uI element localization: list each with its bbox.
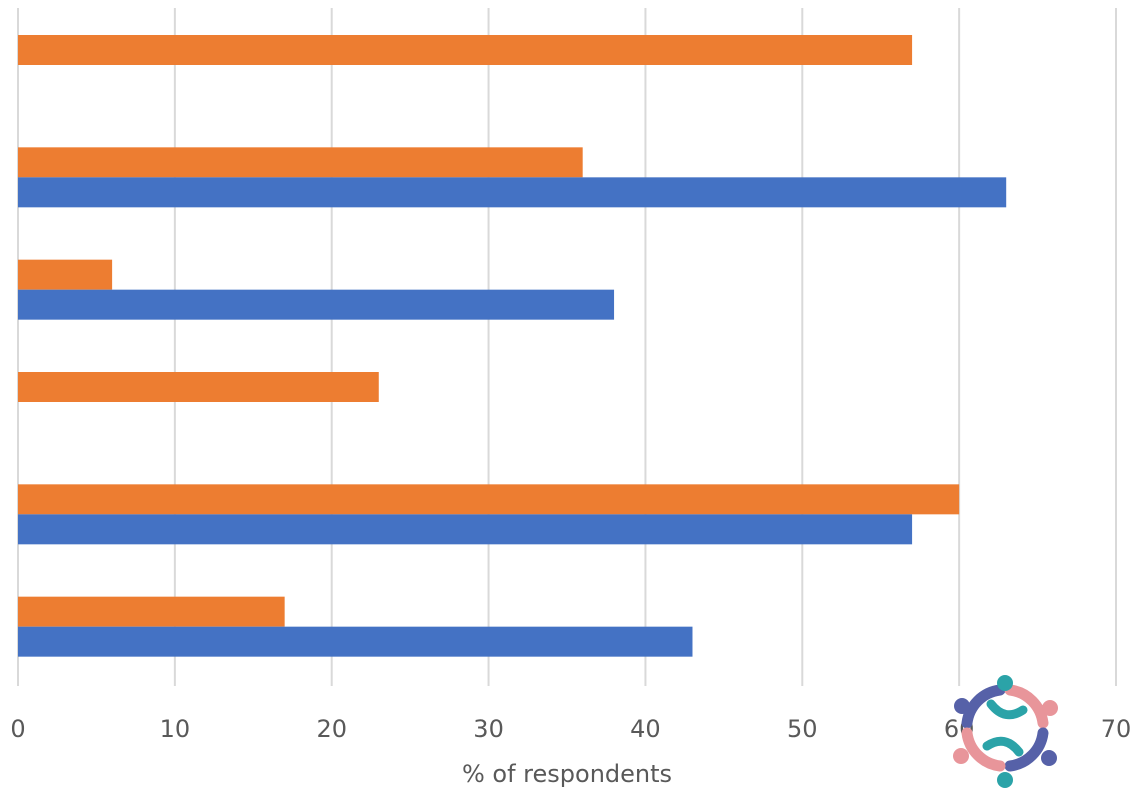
bar-series2-row6: [18, 626, 693, 657]
bar-series1-row2: [18, 147, 583, 178]
people-circle-logo-icon: [953, 675, 1058, 788]
bar-series2-row2: [18, 177, 1007, 208]
bar-series1-row5: [18, 484, 960, 515]
x-tick-labels: 0 10 20 30 40 50 60 70: [10, 715, 1131, 743]
gridlines: [17, 8, 1117, 686]
bar-series2-row5: [18, 514, 913, 545]
x-tick-label-7: 70: [1101, 715, 1132, 743]
bar-series2-row3: [18, 289, 615, 320]
bar-series1-row1: [18, 35, 913, 65]
x-tick-label-5: 50: [787, 715, 818, 743]
x-tick-label-3: 30: [473, 715, 504, 743]
bar-series1-row3: [18, 259, 113, 290]
bar-series1-row4: [18, 372, 379, 402]
x-tick-label-0: 0: [10, 715, 25, 743]
x-tick-label-4: 40: [630, 715, 661, 743]
x-tick-label-1: 10: [160, 715, 191, 743]
x-axis-title: % of respondents: [462, 760, 672, 788]
bars: [18, 35, 1007, 657]
bar-series1-row6: [18, 596, 285, 627]
x-tick-label-2: 20: [316, 715, 347, 743]
